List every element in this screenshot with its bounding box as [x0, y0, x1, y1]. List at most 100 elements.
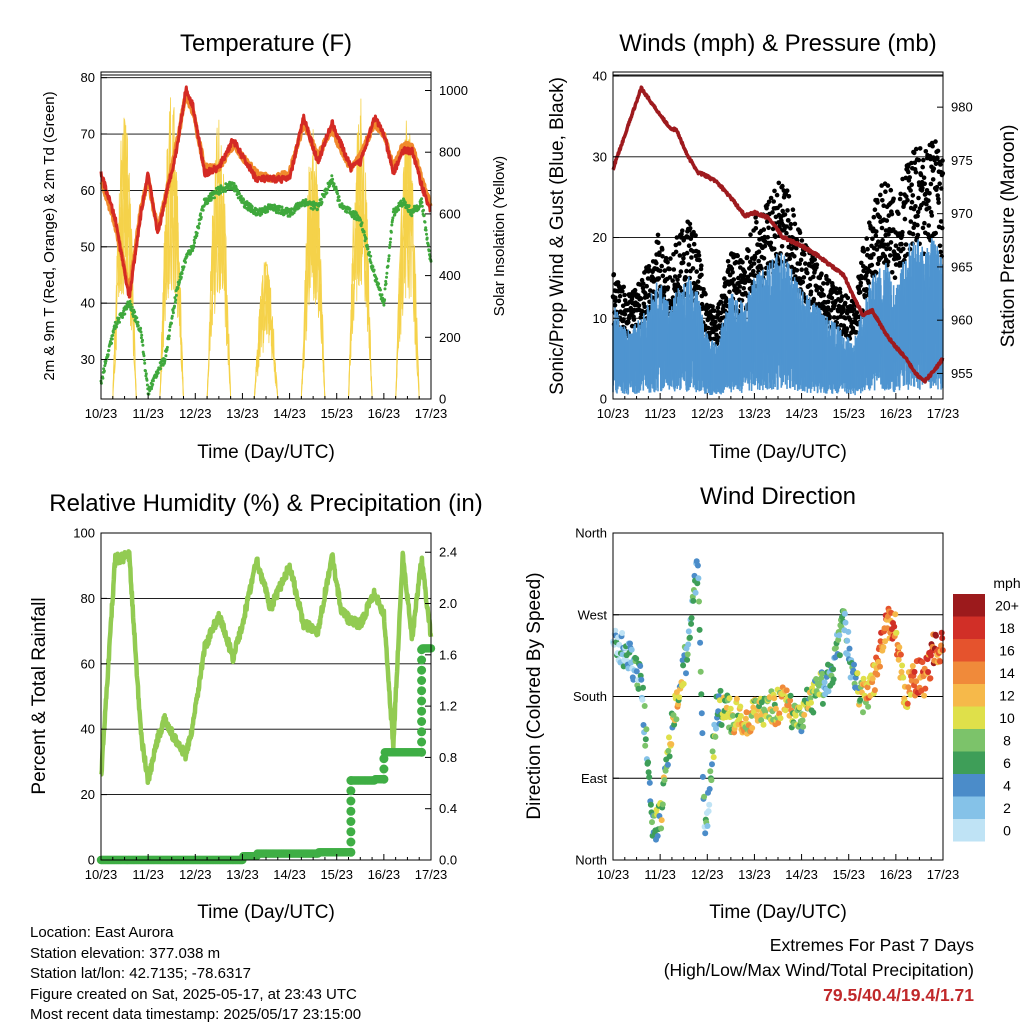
gust-point: [909, 199, 915, 205]
dewpoint-point: [128, 299, 132, 303]
gust-point: [794, 245, 799, 251]
direction-point: [874, 671, 881, 678]
direction-point: [733, 695, 740, 702]
direction-point: [921, 692, 928, 699]
gust-point: [854, 330, 859, 335]
dewpoint-point: [219, 191, 223, 195]
humidity-title: Relative Humidity (%) & Precipitation (i…: [49, 490, 482, 517]
y-tick-label: North: [575, 526, 607, 541]
direction-point: [696, 626, 703, 633]
gust-point: [844, 326, 850, 331]
direction-point: [642, 736, 649, 743]
gust-point: [786, 194, 792, 199]
gust-point: [636, 303, 642, 308]
dewpoint-point: [337, 198, 341, 202]
gust-point: [792, 221, 798, 227]
gust-point: [670, 278, 675, 283]
direction-point: [777, 715, 784, 722]
direction-point: [718, 722, 725, 728]
direction-point: [712, 733, 719, 740]
gust-point: [839, 294, 845, 299]
dewpoint-point: [232, 182, 236, 185]
temp-2m-line: [99, 85, 432, 299]
dewpoint-point: [377, 282, 381, 286]
gust-point: [699, 293, 705, 299]
gust-point: [680, 260, 686, 265]
dewpoint-point: [133, 310, 137, 314]
gust-point: [654, 260, 659, 266]
gust-point: [874, 247, 880, 252]
gust-point: [933, 230, 938, 236]
direction-point: [696, 598, 702, 605]
y-tick-label: 10: [593, 311, 607, 326]
gust-point: [672, 274, 678, 279]
gust-point: [626, 319, 631, 325]
x-tick-label: 14/23: [785, 867, 818, 882]
precip-point: [379, 764, 389, 774]
gust-point: [880, 238, 885, 243]
colorbar-swatch: [953, 819, 985, 842]
dewpoint-point: [387, 254, 391, 258]
gust-point: [933, 139, 938, 144]
gust-point: [766, 199, 772, 205]
direction-point: [706, 801, 713, 808]
gust-point: [922, 220, 927, 226]
gust-point: [632, 287, 638, 293]
dewpoint-point: [163, 358, 167, 362]
speed-colorbar: mph 0 2 4 6 8 10 12 14 16 18 20+: [953, 575, 1021, 842]
gust-point: [751, 261, 757, 266]
gust-point: [889, 270, 895, 275]
y-tick-label: 1.6: [439, 647, 457, 662]
dewpoint-point: [386, 259, 390, 263]
dewpoint-point: [180, 272, 184, 275]
colorbar-label: 6: [1003, 755, 1011, 771]
gust-point: [926, 223, 931, 228]
direction-point: [695, 575, 702, 582]
dewpoint-point: [300, 203, 304, 207]
colorbar-swatch: [953, 661, 985, 684]
direction-point: [800, 723, 807, 730]
y-tick-label: East: [581, 771, 607, 786]
dewpoint-point: [139, 326, 143, 330]
direction-point: [645, 759, 652, 766]
gust-point: [937, 243, 943, 249]
dewpoint-point: [387, 257, 391, 261]
dewpoint-point: [391, 216, 395, 220]
gust-point: [896, 255, 902, 260]
extremes-subheading: (High/Low/Max Wind/Total Precipitation): [663, 960, 974, 980]
gust-point: [928, 181, 934, 187]
direction-point: [737, 703, 744, 710]
extremes-box: Extremes For Past 7 Days (High/Low/Max W…: [664, 933, 974, 1008]
gust-point: [621, 317, 626, 322]
gust-point: [656, 276, 662, 281]
x-tick-label: 11/23: [132, 867, 164, 882]
gust-point: [787, 256, 793, 261]
gust-point: [641, 281, 646, 287]
gust-point: [713, 319, 718, 325]
x-tick-label: 16/23: [880, 406, 913, 421]
y-tick-label: 980: [951, 100, 973, 115]
gust-point: [913, 146, 919, 152]
gust-point: [900, 246, 906, 252]
dewpoint-point: [388, 243, 392, 247]
gust-point: [882, 242, 887, 247]
dewpoint-point: [359, 218, 362, 222]
dewpoint-point: [191, 249, 195, 253]
dewpoint-point: [369, 261, 373, 265]
gust-point: [913, 169, 919, 175]
direction-point: [688, 620, 695, 627]
y-tick-label: 2.0: [439, 596, 457, 611]
gust-point: [735, 253, 740, 259]
dewpoint-point: [365, 243, 369, 247]
gust-point: [908, 188, 913, 193]
direction-point: [854, 670, 861, 677]
direction-point: [704, 823, 711, 829]
y-tick-label: 40: [593, 69, 607, 84]
gust-point: [801, 252, 807, 257]
x-tick-label: 14/23: [273, 406, 306, 421]
gust-point: [871, 252, 876, 257]
gust-point: [782, 212, 788, 217]
dewpoint-point: [171, 311, 175, 315]
precip-point: [417, 747, 427, 757]
gust-point: [811, 274, 816, 280]
